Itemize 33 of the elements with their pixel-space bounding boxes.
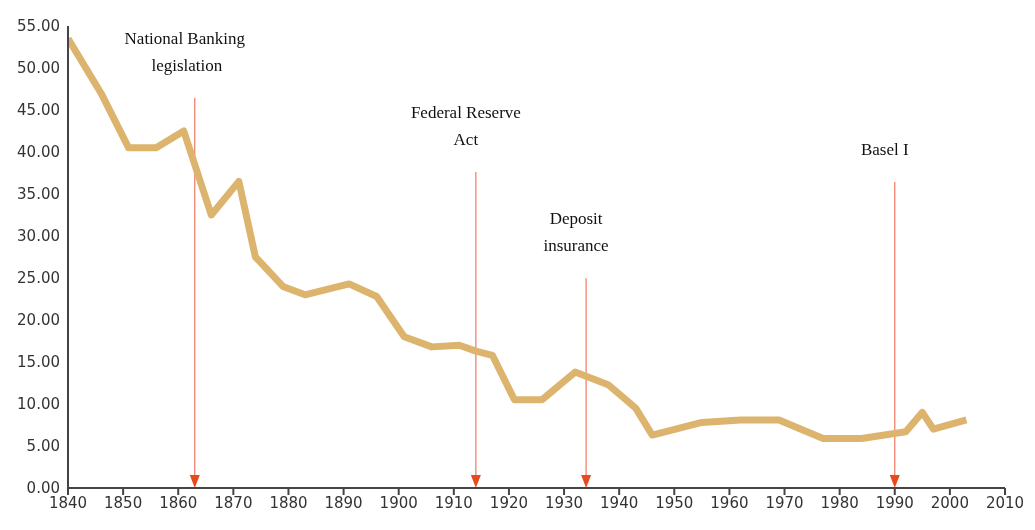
- y-tick-label: 50.00: [17, 59, 60, 78]
- y-tick-label: 55.00: [17, 17, 60, 36]
- x-tick-label: 1890: [324, 493, 363, 512]
- y-tick-label: 40.00: [17, 143, 60, 162]
- x-tick-label: 2010: [985, 493, 1025, 512]
- y-tick-label: 5.00: [26, 437, 60, 456]
- x-tick-label: 2000: [930, 493, 969, 512]
- x-tick-label: 1950: [655, 493, 694, 512]
- ref-line-label: Basel I: [860, 139, 909, 159]
- ref-line-label: National Banking legislation: [124, 29, 246, 75]
- x-tick-label: 1920: [489, 493, 529, 512]
- x-tick-label: 1860: [159, 493, 198, 512]
- x-tick-label: 1930: [544, 493, 584, 512]
- ref-line-label: Federal Reserve Act: [410, 102, 521, 149]
- x-tick-label: 1960: [710, 493, 749, 512]
- y-tick-label: 30.00: [17, 227, 60, 246]
- y-tick-label: 45.00: [17, 101, 60, 120]
- x-tick-label: 1970: [765, 493, 804, 512]
- ref-line-label: Deposit insurance: [543, 209, 609, 256]
- x-tick-label: 1990: [875, 493, 914, 512]
- y-tick-label: 25.00: [17, 269, 60, 288]
- x-tick-label: 1940: [600, 493, 639, 512]
- x-tick-label: 1910: [434, 493, 473, 512]
- x-tick-label: 1880: [269, 493, 308, 512]
- y-tick-label: 10.00: [17, 395, 60, 414]
- x-tick-label: 1900: [379, 493, 418, 512]
- y-tick-label: 15.00: [17, 353, 60, 372]
- x-tick-label: 1840: [48, 493, 88, 512]
- x-tick-label: 1980: [820, 493, 859, 512]
- x-tick-label: 1850: [104, 493, 143, 512]
- y-tick-label: 20.00: [17, 311, 60, 330]
- x-tick-label: 1870: [214, 493, 253, 512]
- y-tick-label: 35.00: [17, 185, 60, 204]
